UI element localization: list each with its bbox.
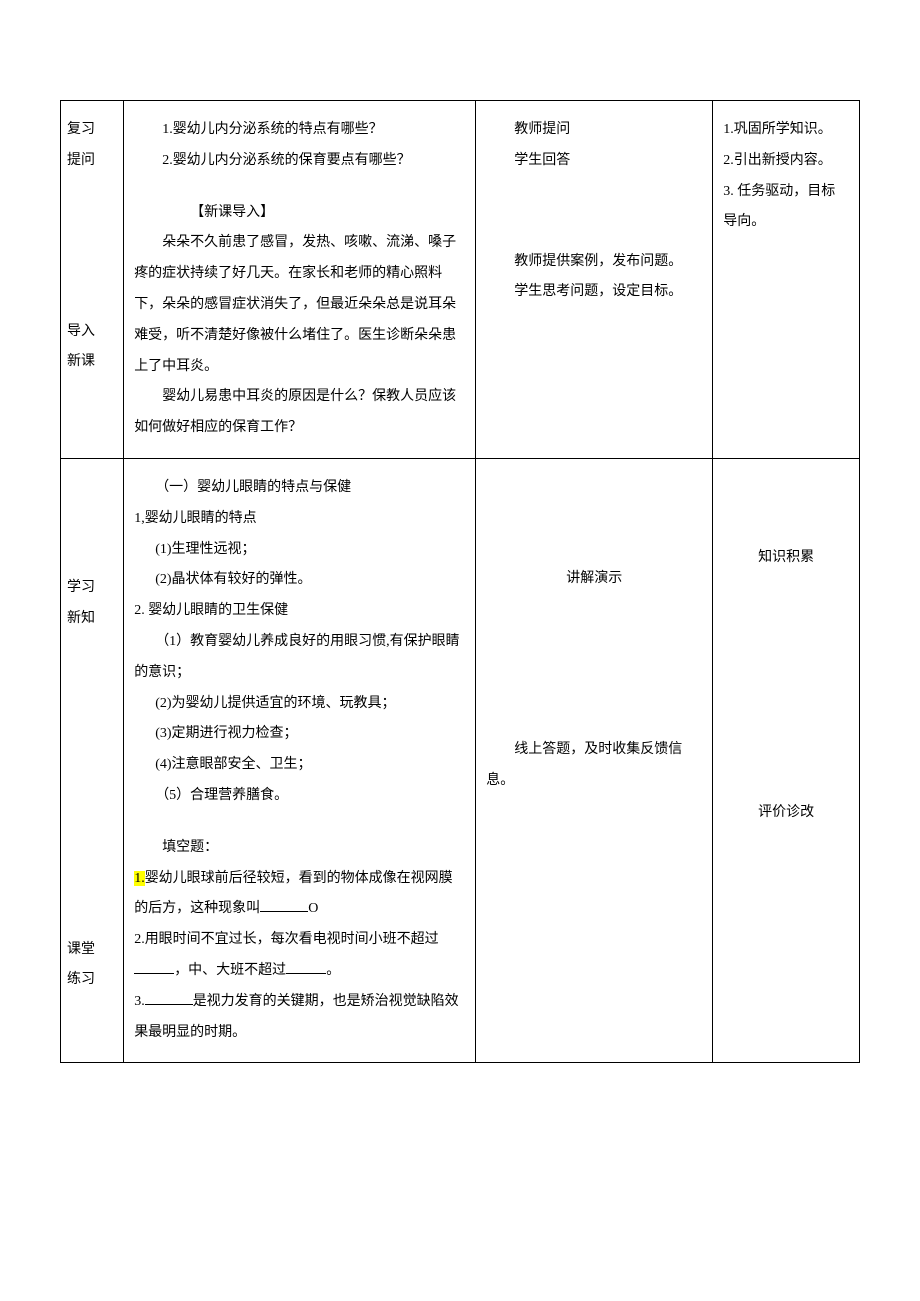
- section-heading: （一）婴幼儿眼睛的特点与保健: [134, 473, 465, 504]
- list-item: (3)定期进行视力检查；: [134, 719, 465, 750]
- subheading: 1,婴幼儿眼睛的特点: [134, 504, 465, 535]
- content-cell: （一）婴幼儿眼睛的特点与保健 1,婴幼儿眼睛的特点 (1)生理性远视； (2)晶…: [124, 458, 476, 1062]
- activity-line: 学生回答: [486, 146, 702, 177]
- blank-line: [286, 960, 326, 974]
- stage-label-review: 复习 提问: [67, 115, 117, 177]
- list-item: (4)注意眼部安全、卫生；: [134, 750, 465, 781]
- activity-line: 教师提问: [486, 115, 702, 146]
- purpose-cell: 1.巩固所学知识。 2.引出新授内容。 3. 任务驱动，目标导向。: [713, 101, 860, 459]
- purpose-item: 知识积累: [723, 543, 849, 574]
- activity-line: 讲解演示: [486, 564, 702, 595]
- stage-label-practice: 课堂 练习: [67, 935, 117, 997]
- intro-paragraph-1: 朵朵不久前患了感冒，发热、咳嗽、流涕、嗓子疼的症状持续了好几天。在家长和老师的精…: [134, 228, 465, 382]
- list-item: （1）教育婴幼儿养成良好的用眼习惯,有保护眼睛的意识；: [134, 627, 465, 689]
- purpose-item: 评价诊改: [723, 798, 849, 829]
- purpose-item: 1.巩固所学知识。: [723, 115, 849, 146]
- activity-cell: 教师提问 学生回答 教师提供案例，发布问题。 学生思考问题，设定目标。: [476, 101, 713, 459]
- stage-cell: 学习 新知 课堂 练习: [61, 458, 124, 1062]
- list-item: （5）合理营养膳食。: [134, 781, 465, 812]
- lesson-plan-table: 复习 提问 导入 新课 1.婴幼儿内分泌系统的特点有哪些？ 2.婴幼儿内分泌系统…: [60, 100, 860, 1063]
- subheading: 2. 婴幼儿眼睛的卫生保健: [134, 596, 465, 627]
- purpose-item: 2.引出新授内容。: [723, 146, 849, 177]
- activity-line: 线上答题，及时收集反馈信息。: [486, 735, 702, 797]
- review-question-2: 2.婴幼儿内分泌系统的保育要点有哪些？: [134, 146, 465, 177]
- table-row: 学习 新知 课堂 练习 （一）婴幼儿眼睛的特点与保健 1,婴幼儿眼睛的特点 (1…: [61, 458, 860, 1062]
- blank-line: [145, 991, 193, 1005]
- activity-line: 教师提供案例，发布问题。: [486, 247, 702, 278]
- review-question-1: 1.婴幼儿内分泌系统的特点有哪些？: [134, 115, 465, 146]
- fill-question-2: 2.用眼时间不宜过长，每次看电视时间小班不超过，中、大班不超过。: [134, 925, 465, 987]
- stage-cell: 复习 提问 导入 新课: [61, 101, 124, 459]
- fill-question-1: 1.婴幼儿眼球前后径较短，看到的物体成像在视网膜的后方，这种现象叫O: [134, 864, 465, 926]
- intro-title: 【新课导入】: [134, 198, 465, 229]
- table-row: 复习 提问 导入 新课 1.婴幼儿内分泌系统的特点有哪些？ 2.婴幼儿内分泌系统…: [61, 101, 860, 459]
- highlight-marker: 1.: [134, 871, 145, 886]
- list-item: (1)生理性远视；: [134, 535, 465, 566]
- fill-question-3: 3.是视力发育的关键期，也是矫治视觉缺陷效果最明显的时期。: [134, 987, 465, 1049]
- activity-cell: 讲解演示 线上答题，及时收集反馈信息。: [476, 458, 713, 1062]
- fill-title: 填空题：: [134, 833, 465, 864]
- blank-line: [134, 960, 174, 974]
- content-cell: 1.婴幼儿内分泌系统的特点有哪些？ 2.婴幼儿内分泌系统的保育要点有哪些？ 【新…: [124, 101, 476, 459]
- stage-label-learn: 学习 新知: [67, 473, 117, 635]
- purpose-item: 3. 任务驱动，目标导向。: [723, 177, 849, 239]
- activity-line: 学生思考问题，设定目标。: [486, 277, 702, 308]
- intro-paragraph-2: 婴幼儿易患中耳炎的原因是什么？保教人员应该如何做好相应的保育工作？: [134, 382, 465, 444]
- list-item: (2)晶状体有较好的弹性。: [134, 565, 465, 596]
- blank-line: [260, 898, 308, 912]
- list-item: (2)为婴幼儿提供适宜的环境、玩教具；: [134, 689, 465, 720]
- purpose-cell: 知识积累 评价诊改: [713, 458, 860, 1062]
- stage-label-intro: 导入 新课: [67, 317, 117, 379]
